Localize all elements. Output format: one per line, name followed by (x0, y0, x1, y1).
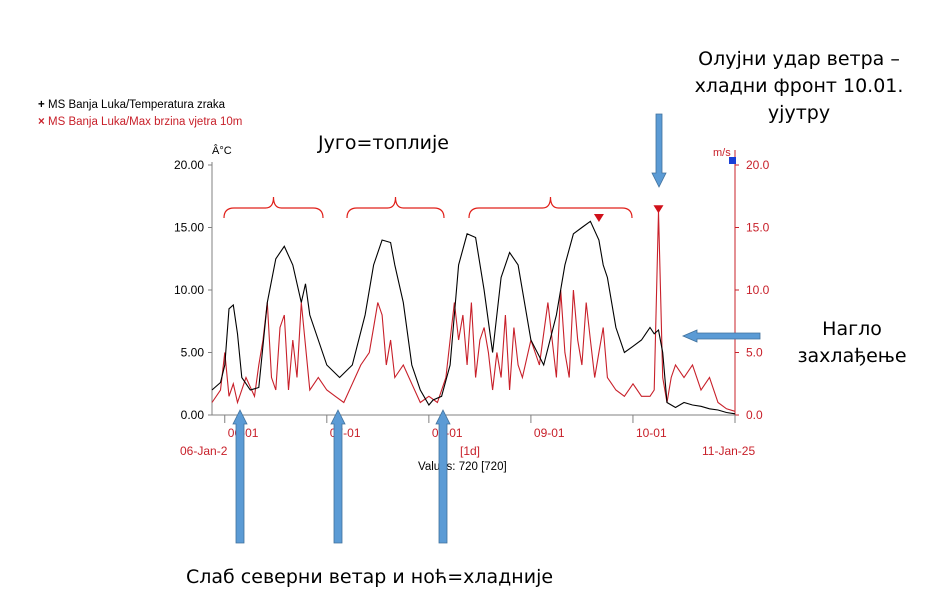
annotation-storm: Олујни удар ветра – хладни фронт 10.01. … (683, 46, 915, 127)
left-tick-label: 20.00 (174, 158, 204, 172)
annotation-bottom: Слаб северни ветар и ноћ=хладније (186, 566, 554, 588)
left-arrow (681, 329, 761, 343)
x-end-label: 11-Jan-25 (702, 444, 755, 458)
up-arrow (232, 409, 248, 544)
right-tick-label: 0.0 (746, 408, 763, 422)
annotation-cooling-line2: захлађење (797, 345, 907, 367)
wind-speed-series-line (211, 211, 736, 412)
right-axis-unit: m/s (713, 147, 731, 159)
annotation-jugo: Југо=топлије (318, 132, 449, 154)
annotation-storm-line3: ујутру (767, 102, 831, 124)
annotation-storm-line1: Олујни удар ветра – (698, 48, 900, 70)
up-arrow (330, 409, 346, 544)
annotation-cooling-line1: Нагло (822, 318, 882, 340)
warm-brace (468, 196, 633, 219)
right-tick-label: 10.0 (746, 283, 770, 297)
peak-markers (593, 205, 664, 222)
x-day-label: 09-01 (534, 426, 565, 440)
peak-marker (593, 214, 604, 222)
down-arrow (651, 113, 667, 188)
legend-temperature-marker: + (38, 99, 45, 111)
legend-item-temperature: + MS Banja Luka/Temperatura zraka (38, 97, 242, 114)
x-interval-label: [1d] (460, 444, 480, 458)
annotation-cooling: Нагло захлађење (786, 316, 918, 370)
right-tick-label: 15.0 (746, 221, 770, 235)
warm-period-braces (223, 196, 633, 219)
left-tick-label: 15.00 (174, 221, 204, 235)
legend-wind-marker: × (38, 116, 45, 128)
annotation-storm-line2: хладни фронт 10.01. (694, 75, 904, 97)
x-day-label: 10-01 (636, 426, 667, 440)
left-tick-label: 0.00 (181, 408, 205, 422)
legend-temperature-label: MS Banja Luka/Temperatura zraka (48, 99, 226, 111)
legend-wind-label: MS Banja Luka/Max brzina vjetra 10m (48, 116, 243, 128)
up-arrow (435, 409, 451, 544)
plot-frame (211, 150, 736, 416)
chart-legend: + MS Banja Luka/Temperatura zraka × MS Ban… (38, 97, 242, 131)
right-tick-label: 5.0 (746, 346, 763, 360)
peak-marker (653, 205, 664, 214)
annotation-arrows (232, 113, 761, 544)
legend-item-wind: × MS Banja Luka/Max brzina vjetra 10m (38, 114, 242, 131)
right-axis-top-marker (729, 157, 736, 164)
left-axis-ticks: 0.00 5.00 10.00 15.00 20.00 (174, 158, 212, 422)
warm-brace (223, 196, 324, 219)
right-tick-label: 20.0 (746, 158, 770, 172)
left-tick-label: 10.00 (174, 283, 204, 297)
right-axis-ticks: 0.0 5.0 10.0 15.0 20.0 (735, 158, 770, 422)
left-axis-unit: Â°C (212, 144, 232, 157)
warm-brace (346, 196, 445, 219)
values-count-label: Values: 720 [720] (418, 461, 507, 473)
left-tick-label: 5.00 (181, 346, 205, 360)
x-start-label: 06-Jan-2 (180, 444, 228, 458)
temperature-series-line (211, 220, 736, 415)
